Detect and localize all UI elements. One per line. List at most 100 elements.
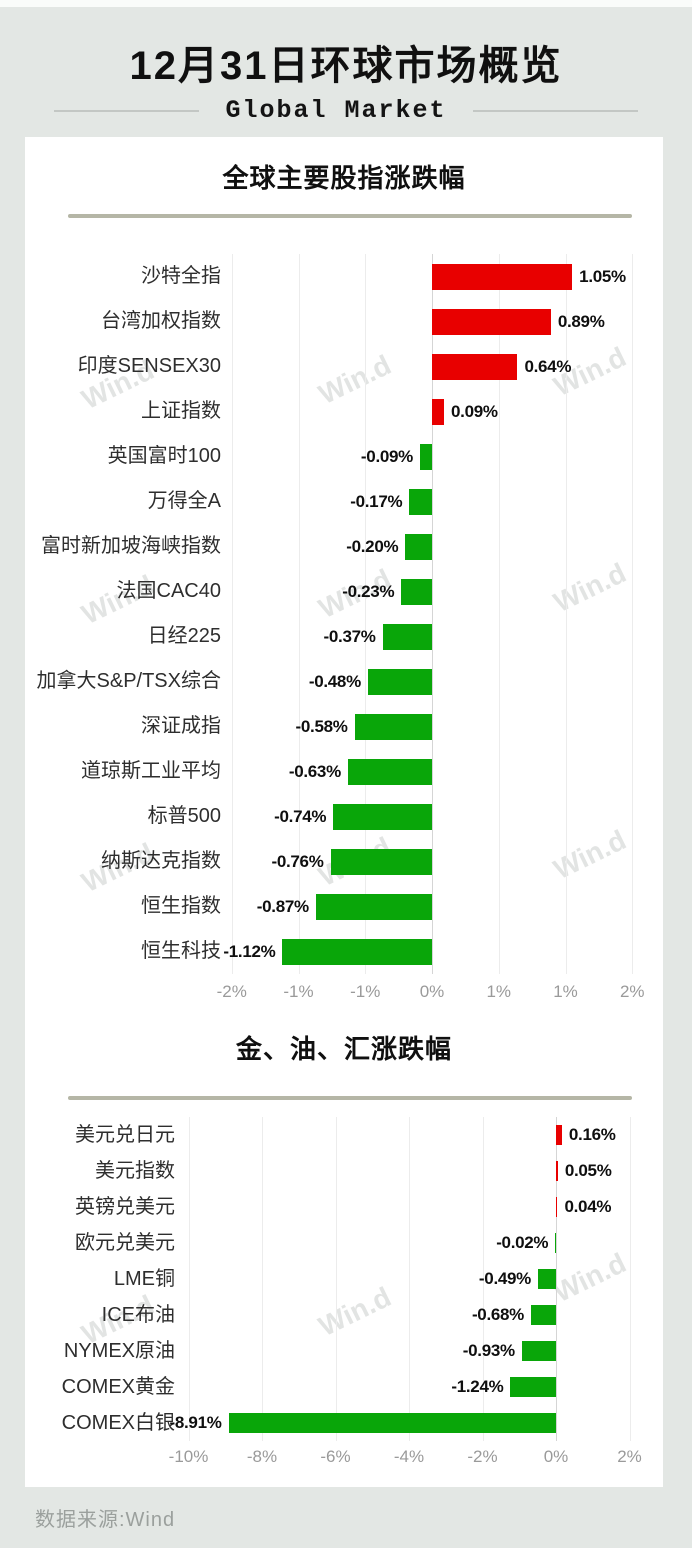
bar (333, 803, 432, 830)
category-label: 道琼斯工业平均 (81, 760, 221, 782)
category-label: COMEX白银 (61, 1412, 175, 1434)
gridline (262, 1117, 263, 1441)
category-label: NYMEX原油 (63, 1340, 175, 1362)
bar (556, 1125, 562, 1145)
category-label: LME铜 (113, 1268, 175, 1290)
gridline (629, 1117, 631, 1441)
bar (347, 758, 432, 785)
category-label: 法国CAC40 (116, 580, 221, 602)
bar (555, 1233, 556, 1253)
section-divider (68, 1096, 632, 1100)
plot-area: 0.16% 0.05% 0.04% -0.02% -0.49% -0.68% -0.93% -… (169, 1117, 659, 1441)
bar (432, 308, 551, 335)
category-label: ICE布油 (101, 1304, 175, 1326)
x-axis-tick-label: 0% (543, 1447, 569, 1466)
category-label: 恒生科技 (141, 940, 221, 962)
value-label: 1.05% (579, 267, 626, 286)
value-label: -1.24% (451, 1377, 504, 1396)
x-axis-tick-label: -8% (246, 1447, 278, 1466)
x-axis-tick-label: 0% (419, 982, 445, 1001)
bar (367, 668, 432, 695)
category-label: 深证成指 (141, 715, 221, 737)
plot-area: 1.05% 0.89% 0.64% 0.09% -0.09% -0.17% -0.20% -0… (223, 254, 661, 974)
value-label: -0.02% (496, 1233, 549, 1252)
value-label: 0.09% (451, 402, 498, 421)
gridline (409, 1117, 410, 1441)
value-label: 0.05% (564, 1161, 612, 1180)
bar (537, 1269, 556, 1289)
x-axis-tick-label: -2% (216, 982, 247, 1001)
value-label: -1.12% (223, 942, 276, 961)
subtitle-line-left (54, 109, 200, 112)
bar (409, 488, 432, 515)
category-label: 美元兑日元 (75, 1124, 175, 1146)
value-label: -0.93% (462, 1341, 515, 1360)
value-label: -0.76% (271, 852, 324, 871)
category-label: 万得全A (147, 490, 221, 512)
category-label: 英国富时100 (107, 445, 221, 467)
category-label: 欧元兑美元 (75, 1232, 175, 1254)
gridline (231, 254, 233, 974)
bar (556, 1161, 558, 1181)
x-axis-tick-label: -2% (467, 1447, 498, 1466)
gridline (365, 254, 367, 974)
bar (510, 1377, 556, 1397)
stock-index-bar-chart: 沙特全指 台湾加权指数 印度SENSEX30 上证指数 英国富时100 万得全A 富时新加坡… (25, 254, 663, 1024)
gridline (498, 254, 500, 974)
category-label: 富时新加坡海峡指数 (41, 535, 221, 557)
subtitle-line-right (472, 109, 638, 112)
bar (432, 398, 444, 425)
x-axis-tick-label: -4% (393, 1447, 425, 1466)
value-label: -0.74% (274, 807, 327, 826)
category-label: 纳斯达克指数 (101, 850, 221, 872)
value-label: 0.89% (557, 312, 605, 331)
gridline (632, 254, 634, 974)
bar (228, 1413, 556, 1433)
data-source-label: 数据来源:Wind (35, 1509, 176, 1531)
bar (556, 1197, 558, 1217)
subtitle-row: Global Market (0, 96, 692, 125)
x-axis-tick-label: -6% (320, 1447, 351, 1466)
value-label: -0.49% (478, 1269, 531, 1288)
bar (432, 353, 518, 380)
value-label: -0.58% (295, 717, 348, 736)
value-label: -0.37% (323, 627, 376, 646)
gridline (298, 254, 300, 974)
category-label: 标普500 (147, 805, 221, 827)
section-title-stock-indices: 全球主要股指涨跌幅 (222, 163, 466, 193)
x-axis-tick-label: -1% (350, 982, 381, 1001)
category-label: 台湾加权指数 (101, 310, 221, 332)
value-label: 0.04% (564, 1197, 612, 1216)
value-label: 0.64% (524, 357, 572, 376)
value-label: -0.68% (471, 1305, 525, 1324)
gridline (335, 1117, 337, 1441)
x-axis-tick-label: 2% (617, 1447, 642, 1466)
value-label: -0.48% (308, 672, 361, 691)
category-label: 沙特全指 (141, 265, 221, 287)
category-label: 英镑兑美元 (75, 1196, 175, 1218)
value-label: -0.23% (342, 582, 395, 601)
bar (432, 263, 573, 290)
page-subtitle: Global Market (225, 96, 447, 125)
category-label: 加拿大S&P/TSX综合 (36, 670, 221, 692)
bar (531, 1305, 556, 1325)
value-label: 0.16% (568, 1125, 616, 1144)
bar (282, 938, 432, 965)
x-axis-tick-label: -1% (283, 982, 314, 1001)
x-axis-tick-label: 1% (553, 982, 578, 1001)
x-axis-tick-label: 1% (486, 982, 512, 1001)
bar (315, 893, 432, 920)
value-label: -0.20% (346, 537, 399, 556)
category-label: 日经225 (147, 625, 221, 647)
category-label: 恒生指数 (141, 895, 221, 917)
value-label: -0.09% (360, 447, 413, 466)
x-axis: -10% -8% -6% -4% -2% 0% 2% (169, 1447, 659, 1471)
x-axis-tick-label: -10% (168, 1447, 209, 1466)
zero-axis-line (556, 1117, 557, 1441)
category-label: COMEX黄金 (61, 1376, 175, 1398)
gridline (188, 1117, 190, 1441)
value-label: -0.17% (350, 492, 403, 511)
category-label: 印度SENSEX30 (77, 355, 221, 377)
bar (521, 1341, 556, 1361)
gridline (565, 254, 567, 974)
